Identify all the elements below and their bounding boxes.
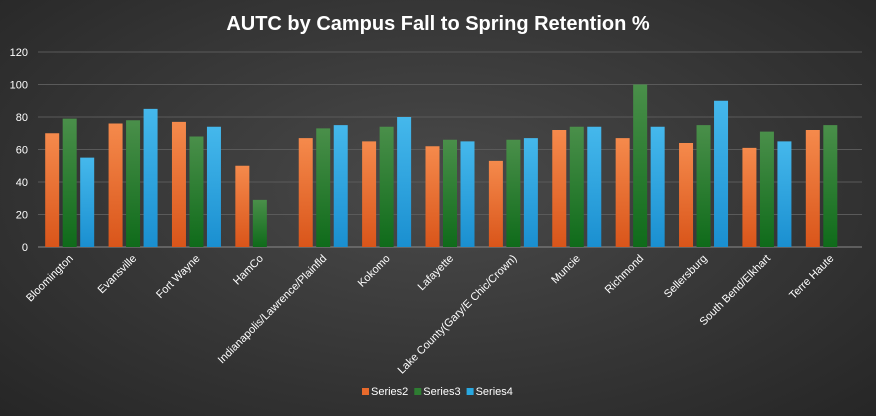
bar-series2-6 xyxy=(425,146,440,247)
bar-series3-2 xyxy=(189,136,204,247)
bar-series4-2 xyxy=(206,126,221,247)
legend-swatch xyxy=(466,388,474,395)
y-tick-label: 120 xyxy=(10,47,28,59)
legend-swatch xyxy=(414,388,422,395)
bar-series4-11 xyxy=(777,141,792,247)
y-axis-ticks: 0 20 40 60 80 100 120 xyxy=(10,47,28,254)
bar-series2-3 xyxy=(235,165,250,247)
bar-series4-5 xyxy=(397,117,412,247)
bar-series3-3 xyxy=(252,199,267,247)
bar-series4-6 xyxy=(460,141,475,247)
bar-series2-5 xyxy=(362,141,377,247)
y-tick-label: 0 xyxy=(22,242,28,254)
bar-series2-4 xyxy=(298,138,313,247)
x-tick-label: Indianapolis/Lawrence/Plainfld xyxy=(216,253,330,367)
bar-series3-0 xyxy=(62,118,77,247)
bar-series3-12 xyxy=(823,125,838,247)
bar-series4-10 xyxy=(714,100,729,247)
bar-series2-7 xyxy=(488,160,503,247)
bar-series2-11 xyxy=(742,147,757,247)
bar-series4-0 xyxy=(80,157,95,247)
bar-series3-4 xyxy=(316,128,331,247)
x-tick-label: South Bend/Elkhart xyxy=(698,253,774,329)
bar-series3-7 xyxy=(506,139,521,247)
x-tick-label: Terre Haute xyxy=(787,253,836,302)
bars xyxy=(45,84,838,247)
bar-series4-1 xyxy=(143,108,158,247)
legend-label: Series3 xyxy=(423,386,460,398)
bar-series2-10 xyxy=(679,143,694,247)
x-tick-label: Lafayette xyxy=(416,253,456,293)
x-tick-label: Bloomington xyxy=(24,253,76,305)
x-tick-label: HamCo xyxy=(231,253,266,288)
x-tick-label: Evansville xyxy=(96,253,140,297)
bar-series2-8 xyxy=(552,130,567,247)
x-tick-label: Fort Wayne xyxy=(154,253,202,301)
legend: Series2 Series3 Series4 xyxy=(362,386,513,398)
legend-swatch xyxy=(362,388,369,395)
x-tick-label: Muncie xyxy=(549,253,583,287)
bar-series3-10 xyxy=(696,125,711,247)
bar-series3-11 xyxy=(759,131,774,247)
bar-series3-9 xyxy=(633,84,648,247)
x-tick-label: Lake County(Gary/E Chic/Crown) xyxy=(396,253,520,377)
bar-series2-9 xyxy=(615,138,630,247)
bar-series4-4 xyxy=(333,125,348,247)
y-tick-label: 80 xyxy=(16,112,28,124)
bar-series2-0 xyxy=(45,133,60,247)
bar-series4-7 xyxy=(523,138,538,247)
x-axis-ticks: Bloomington Evansville Fort Wayne HamCoIndi… xyxy=(24,253,836,377)
y-tick-label: 100 xyxy=(10,80,28,92)
bar-series3-1 xyxy=(126,120,141,247)
bar-series4-9 xyxy=(650,126,665,247)
y-tick-label: 40 xyxy=(16,177,28,189)
y-tick-label: 20 xyxy=(16,210,28,222)
x-tick-label: Sellersburg xyxy=(662,253,710,301)
legend-label: Series2 xyxy=(371,386,408,398)
x-tick-label: Kokomo xyxy=(356,253,393,290)
y-tick-label: 60 xyxy=(16,145,28,157)
bar-series3-8 xyxy=(569,126,584,247)
chart-title: AUTC by Campus Fall to Spring Retention … xyxy=(226,13,650,35)
bar-series3-5 xyxy=(379,126,394,247)
bar-series4-8 xyxy=(587,126,602,247)
legend-label: Series4 xyxy=(476,386,513,398)
x-tick-label: Richmond xyxy=(603,253,647,297)
bar-series2-2 xyxy=(171,121,186,247)
bar-series2-12 xyxy=(805,130,820,247)
bar-series3-6 xyxy=(443,139,457,247)
bar-series2-1 xyxy=(108,123,123,247)
